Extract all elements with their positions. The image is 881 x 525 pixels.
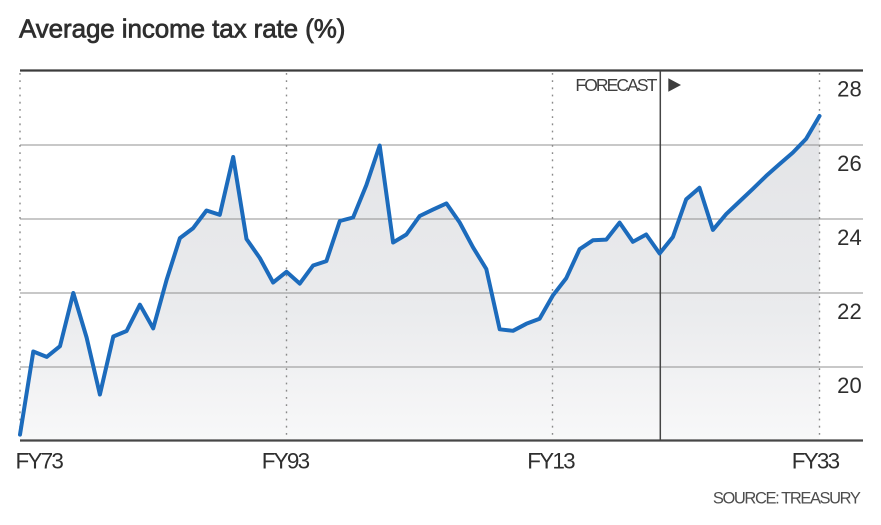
svg-text:22: 22: [837, 299, 862, 324]
svg-text:FY93: FY93: [262, 449, 310, 474]
svg-text:FY13: FY13: [527, 449, 575, 474]
svg-text:FY73: FY73: [16, 449, 64, 474]
svg-text:26: 26: [837, 151, 862, 176]
svg-text:FORECAST: FORECAST: [575, 75, 657, 95]
svg-text:20: 20: [837, 373, 862, 398]
svg-text:SOURCE: TREASURY: SOURCE: TREASURY: [713, 490, 861, 508]
svg-text:28: 28: [837, 77, 862, 102]
svg-text:Average income tax rate (%): Average income tax rate (%): [19, 14, 345, 44]
svg-text:FY33: FY33: [792, 449, 840, 474]
svg-text:24: 24: [837, 225, 862, 250]
